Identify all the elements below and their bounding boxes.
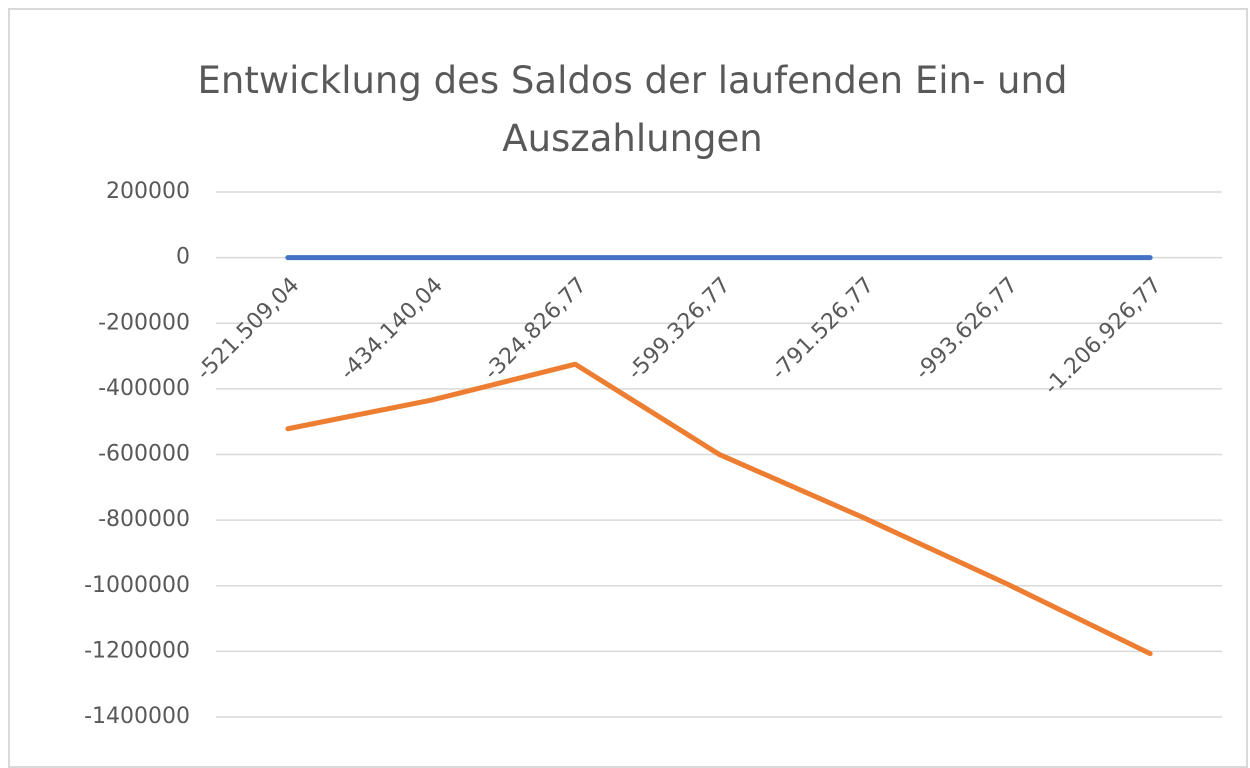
series-line [285,361,1153,657]
y-tick-label: -600000 [98,442,190,467]
y-tick-label: -200000 [98,310,190,335]
chart-title: Entwicklung des Saldos der laufenden Ein… [197,59,1068,160]
x-tick-label: -1.206.926,77 [1039,273,1166,400]
y-tick-label: -1400000 [84,704,190,729]
x-tick-label: -993.626,77 [911,273,1023,385]
x-tick-label: -521.509,04 [192,273,304,385]
y-tick-label: -1000000 [84,573,190,598]
y-tick-label: 200000 [106,179,190,204]
y-tick-label: -800000 [98,507,190,532]
y-tick-label: 0 [176,245,190,270]
x-tick-label: -791.526,77 [767,273,879,385]
x-tick-label: -324.826,77 [479,273,591,385]
x-tick-label: -599.326,77 [623,273,735,385]
y-tick-label: -1200000 [84,638,190,663]
x-tick-label: -434.140,04 [336,273,448,385]
y-tick-label: -400000 [98,376,190,401]
